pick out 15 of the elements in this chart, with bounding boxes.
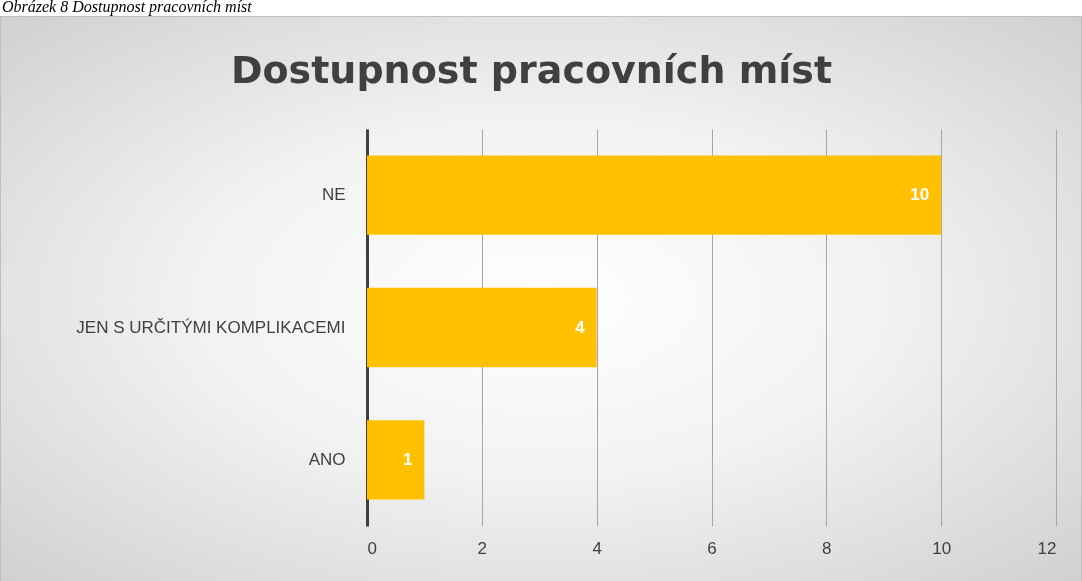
data-label: 1 [402,449,413,469]
x-tick-label: 10 [932,538,952,558]
x-tick-label: 4 [592,538,602,558]
text: Obrázek 8 Dostupnost pracovních míst [1,0,253,16]
x-tick-label: 12 [1037,538,1057,558]
data-label: 10 [910,185,930,205]
y-tick-label: NE [321,185,346,205]
x-tick-label: 6 [707,538,717,558]
y-tick-label: JEN S URČITÝMI KOMPLIKACEMI [76,317,346,337]
x-tick-label: 0 [367,538,377,558]
x-tick-label: 8 [822,538,832,558]
y-tick-label: ANO [308,449,346,469]
chart-title: Dostupnost pracovních míst [230,48,833,92]
data-label: 4 [575,317,586,337]
x-tick-label: 2 [477,538,488,558]
